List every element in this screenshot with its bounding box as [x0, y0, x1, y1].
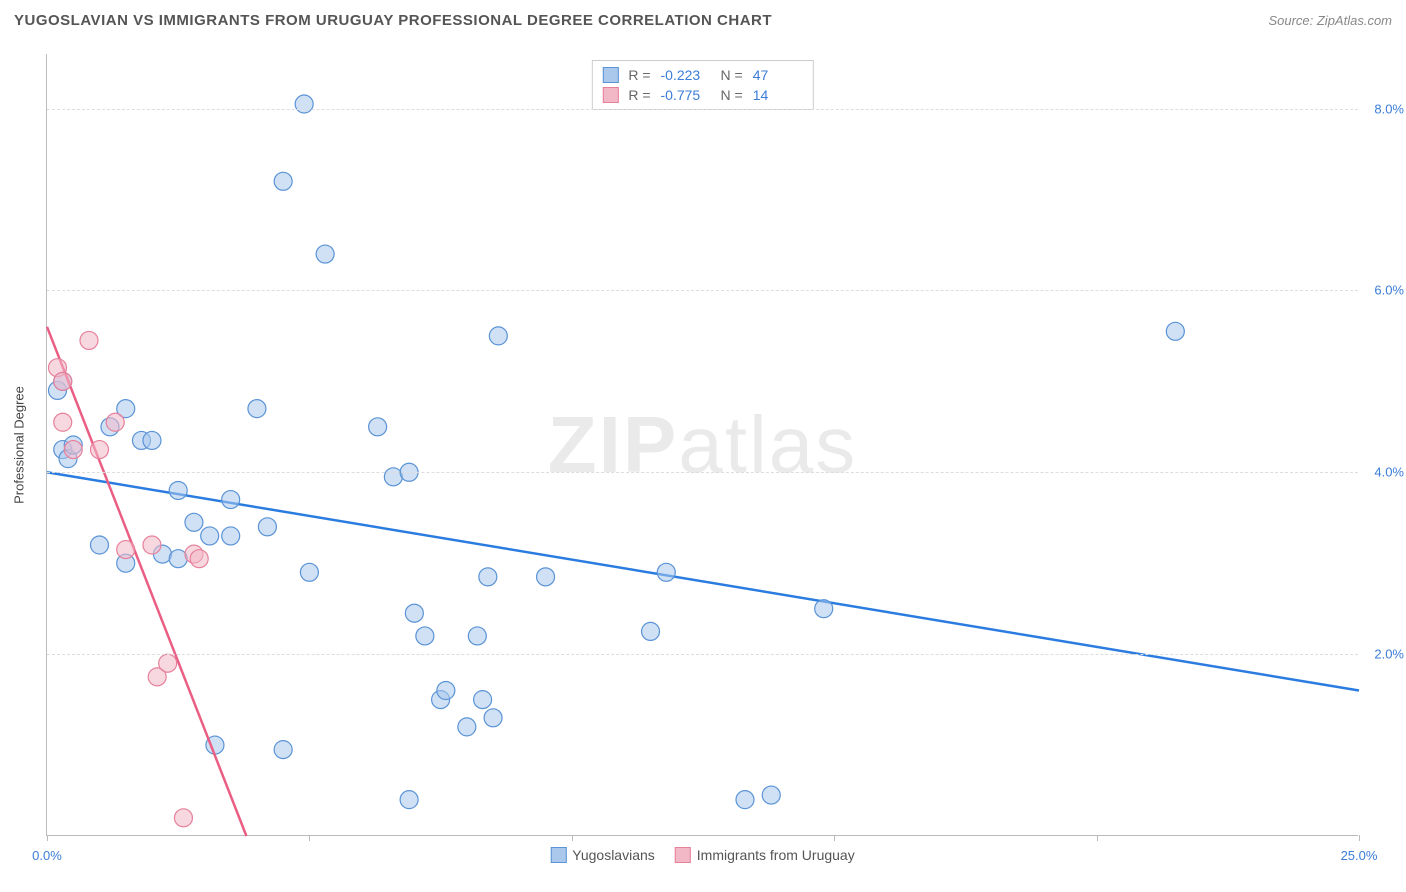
correlation-legend: R = -0.223 N = 47 R = -0.775 N = 14 [591, 60, 813, 110]
series-legend-item: Yugoslavians [550, 847, 655, 863]
scatter-point [106, 413, 124, 431]
scatter-point [1166, 322, 1184, 340]
scatter-point [474, 691, 492, 709]
legend-r-value: -0.223 [661, 67, 711, 83]
scatter-point [479, 568, 497, 586]
scatter-point [384, 468, 402, 486]
legend-stat-row: R = -0.775 N = 14 [602, 85, 802, 105]
y-axis-label: Professional Degree [12, 386, 27, 504]
x-tick [47, 835, 48, 841]
scatter-point [190, 550, 208, 568]
scatter-point [369, 418, 387, 436]
scatter-point [468, 627, 486, 645]
scatter-point [185, 513, 203, 531]
scatter-point [90, 536, 108, 554]
legend-swatch [550, 847, 566, 863]
chart-plot-area: Professional Degree ZIPatlas R =-0.223N … [46, 54, 1358, 836]
scatter-point [274, 172, 292, 190]
scatter-point [174, 809, 192, 827]
scatter-point [143, 431, 161, 449]
scatter-point [489, 327, 507, 345]
legend-r-label: R = [628, 67, 650, 83]
x-tick [834, 835, 835, 841]
scatter-point [274, 741, 292, 759]
legend-n-value: 47 [753, 67, 803, 83]
scatter-point [736, 791, 754, 809]
scatter-point [169, 550, 187, 568]
x-tick [1359, 835, 1360, 841]
scatter-point [762, 786, 780, 804]
scatter-point [815, 600, 833, 618]
scatter-point [405, 604, 423, 622]
scatter-point [316, 245, 334, 263]
gridline [47, 472, 1358, 473]
legend-swatch [602, 67, 618, 83]
series-legend-label: Yugoslavians [572, 847, 655, 863]
x-tick [572, 835, 573, 841]
scatter-point [400, 791, 418, 809]
chart-title: YUGOSLAVIAN VS IMMIGRANTS FROM URUGUAY P… [14, 12, 772, 29]
scatter-point [484, 709, 502, 727]
scatter-point [437, 682, 455, 700]
scatter-point [201, 527, 219, 545]
y-tick-label: 6.0% [1362, 283, 1404, 298]
source-attribution: Source: ZipAtlas.com [1268, 13, 1392, 28]
y-tick-label: 2.0% [1362, 647, 1404, 662]
scatter-point [159, 654, 177, 672]
scatter-point [537, 568, 555, 586]
series-legend-label: Immigrants from Uruguay [697, 847, 855, 863]
x-tick-label: 0.0% [32, 848, 62, 863]
x-tick-label: 25.0% [1341, 848, 1378, 863]
scatter-plot-svg [47, 54, 1358, 835]
legend-n-label: N = [721, 87, 743, 103]
x-tick [1097, 835, 1098, 841]
legend-r-label: R = [628, 87, 650, 103]
scatter-point [80, 331, 98, 349]
scatter-point [143, 536, 161, 554]
header: YUGOSLAVIAN VS IMMIGRANTS FROM URUGUAY P… [0, 0, 1406, 40]
gridline [47, 290, 1358, 291]
legend-r-value: -0.775 [661, 87, 711, 103]
legend-n-value: 14 [753, 87, 803, 103]
regression-line [47, 472, 1359, 690]
scatter-point [642, 622, 660, 640]
gridline [47, 109, 1358, 110]
scatter-point [64, 441, 82, 459]
scatter-point [90, 441, 108, 459]
scatter-point [222, 527, 240, 545]
x-tick [309, 835, 310, 841]
legend-n-label: N = [721, 67, 743, 83]
scatter-point [458, 718, 476, 736]
scatter-point [416, 627, 434, 645]
scatter-point [258, 518, 276, 536]
gridline [47, 654, 1358, 655]
scatter-point [117, 541, 135, 559]
legend-swatch [602, 87, 618, 103]
scatter-point [300, 563, 318, 581]
series-legend: Yugoslavians Immigrants from Uruguay [550, 847, 854, 863]
scatter-point [169, 481, 187, 499]
scatter-point [248, 400, 266, 418]
scatter-point [54, 413, 72, 431]
scatter-point [222, 491, 240, 509]
legend-swatch [675, 847, 691, 863]
regression-line [47, 327, 246, 836]
series-legend-item: Immigrants from Uruguay [675, 847, 855, 863]
scatter-point [54, 372, 72, 390]
y-tick-label: 8.0% [1362, 101, 1404, 116]
y-tick-label: 4.0% [1362, 465, 1404, 480]
scatter-point [657, 563, 675, 581]
legend-stat-row: R = -0.223 N = 47 [602, 65, 802, 85]
scatter-point [295, 95, 313, 113]
